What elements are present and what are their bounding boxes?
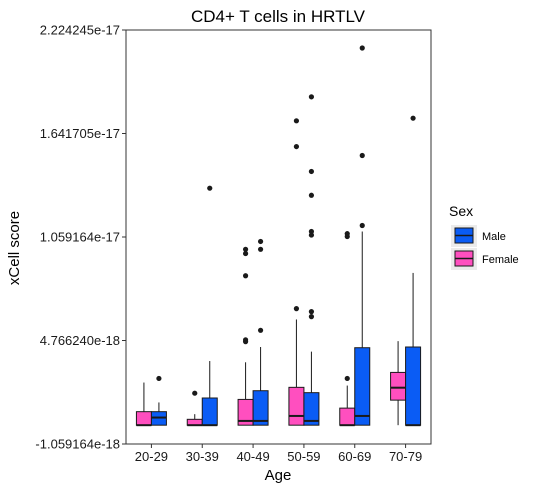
- x-tick-label: 30-39: [186, 449, 219, 464]
- outlier-point: [207, 185, 213, 191]
- outlier-point: [242, 273, 249, 279]
- outlier-point: [308, 314, 315, 320]
- outlier-point: [242, 246, 249, 252]
- y-axis-title: xCell score: [6, 211, 23, 285]
- outlier-point: [308, 192, 315, 198]
- outlier-point: [308, 232, 315, 238]
- box-male-30-39: [201, 185, 218, 427]
- y-tick-label: -1.059164e-18: [35, 437, 120, 452]
- x-tick-label: 70-79: [389, 449, 422, 464]
- box-iqr: [201, 397, 218, 426]
- outlier-point: [293, 306, 300, 312]
- y-tick-label: 2.224245e-17: [40, 23, 120, 38]
- y-tick-label: 1.641705e-17: [40, 126, 120, 141]
- box-male-40-49: [252, 238, 269, 426]
- x-tick-label: 50-59: [287, 449, 320, 464]
- box-female-70-79: [390, 341, 407, 426]
- outlier-point: [192, 390, 198, 396]
- box-iqr: [339, 407, 356, 426]
- x-tick-label: 60-69: [338, 449, 371, 464]
- y-axis: -1.059164e-18 4.766240e-18 1.059164e-17 1.6…: [35, 23, 126, 452]
- outlier-point: [308, 168, 315, 175]
- y-tick-label: 1.059164e-17: [40, 230, 120, 245]
- box-female-50-59: [288, 118, 305, 426]
- outlier-point: [344, 233, 350, 240]
- outlier-point: [257, 238, 264, 245]
- box-male-20-29: [150, 375, 167, 426]
- chart-title: CD4+ T cells in HRTLV: [191, 7, 366, 26]
- box-male-70-79: [405, 115, 422, 427]
- legend-label-male: Male: [482, 231, 506, 243]
- box-iqr: [303, 392, 320, 426]
- box-iqr: [288, 386, 305, 426]
- outlier-point: [410, 115, 416, 121]
- outlier-point: [293, 143, 300, 150]
- box-iqr: [390, 371, 407, 401]
- plot-area: [135, 45, 422, 427]
- box-male-50-59: [303, 94, 320, 426]
- box-iqr: [135, 411, 152, 426]
- legend: Sex Male Female: [449, 203, 519, 270]
- outlier-point: [359, 152, 365, 159]
- x-tick-label: 40-49: [236, 449, 269, 464]
- outlier-point: [293, 118, 300, 124]
- x-axis: 20-29 30-39 40-49 50-59 60-69 70-79: [135, 444, 422, 464]
- box-iqr: [354, 347, 371, 426]
- outlier-point: [308, 228, 315, 235]
- outlier-point: [308, 94, 315, 100]
- y-tick-label: 4.766240e-18: [40, 333, 120, 348]
- x-tick-label: 20-29: [135, 449, 168, 464]
- box-female-20-29: [135, 382, 152, 427]
- box-iqr: [252, 390, 269, 426]
- box-female-60-69: [339, 231, 356, 427]
- outlier-point: [242, 337, 249, 343]
- box-male-60-69: [354, 45, 371, 426]
- legend-label-female: Female: [482, 254, 519, 266]
- outlier-point: [257, 327, 264, 333]
- outlier-point: [344, 375, 350, 382]
- x-axis-title: Age: [265, 467, 292, 484]
- outlier-point: [156, 375, 162, 382]
- outlier-point: [359, 45, 365, 51]
- box-iqr: [405, 346, 422, 426]
- outlier-point: [242, 250, 249, 257]
- box-female-40-49: [237, 246, 254, 426]
- outlier-point: [257, 246, 264, 252]
- box-female-30-39: [186, 390, 203, 427]
- plot-panel-border: [125, 29, 432, 445]
- outlier-point: [308, 309, 315, 315]
- legend-title: Sex: [449, 203, 473, 219]
- outlier-point: [359, 222, 365, 229]
